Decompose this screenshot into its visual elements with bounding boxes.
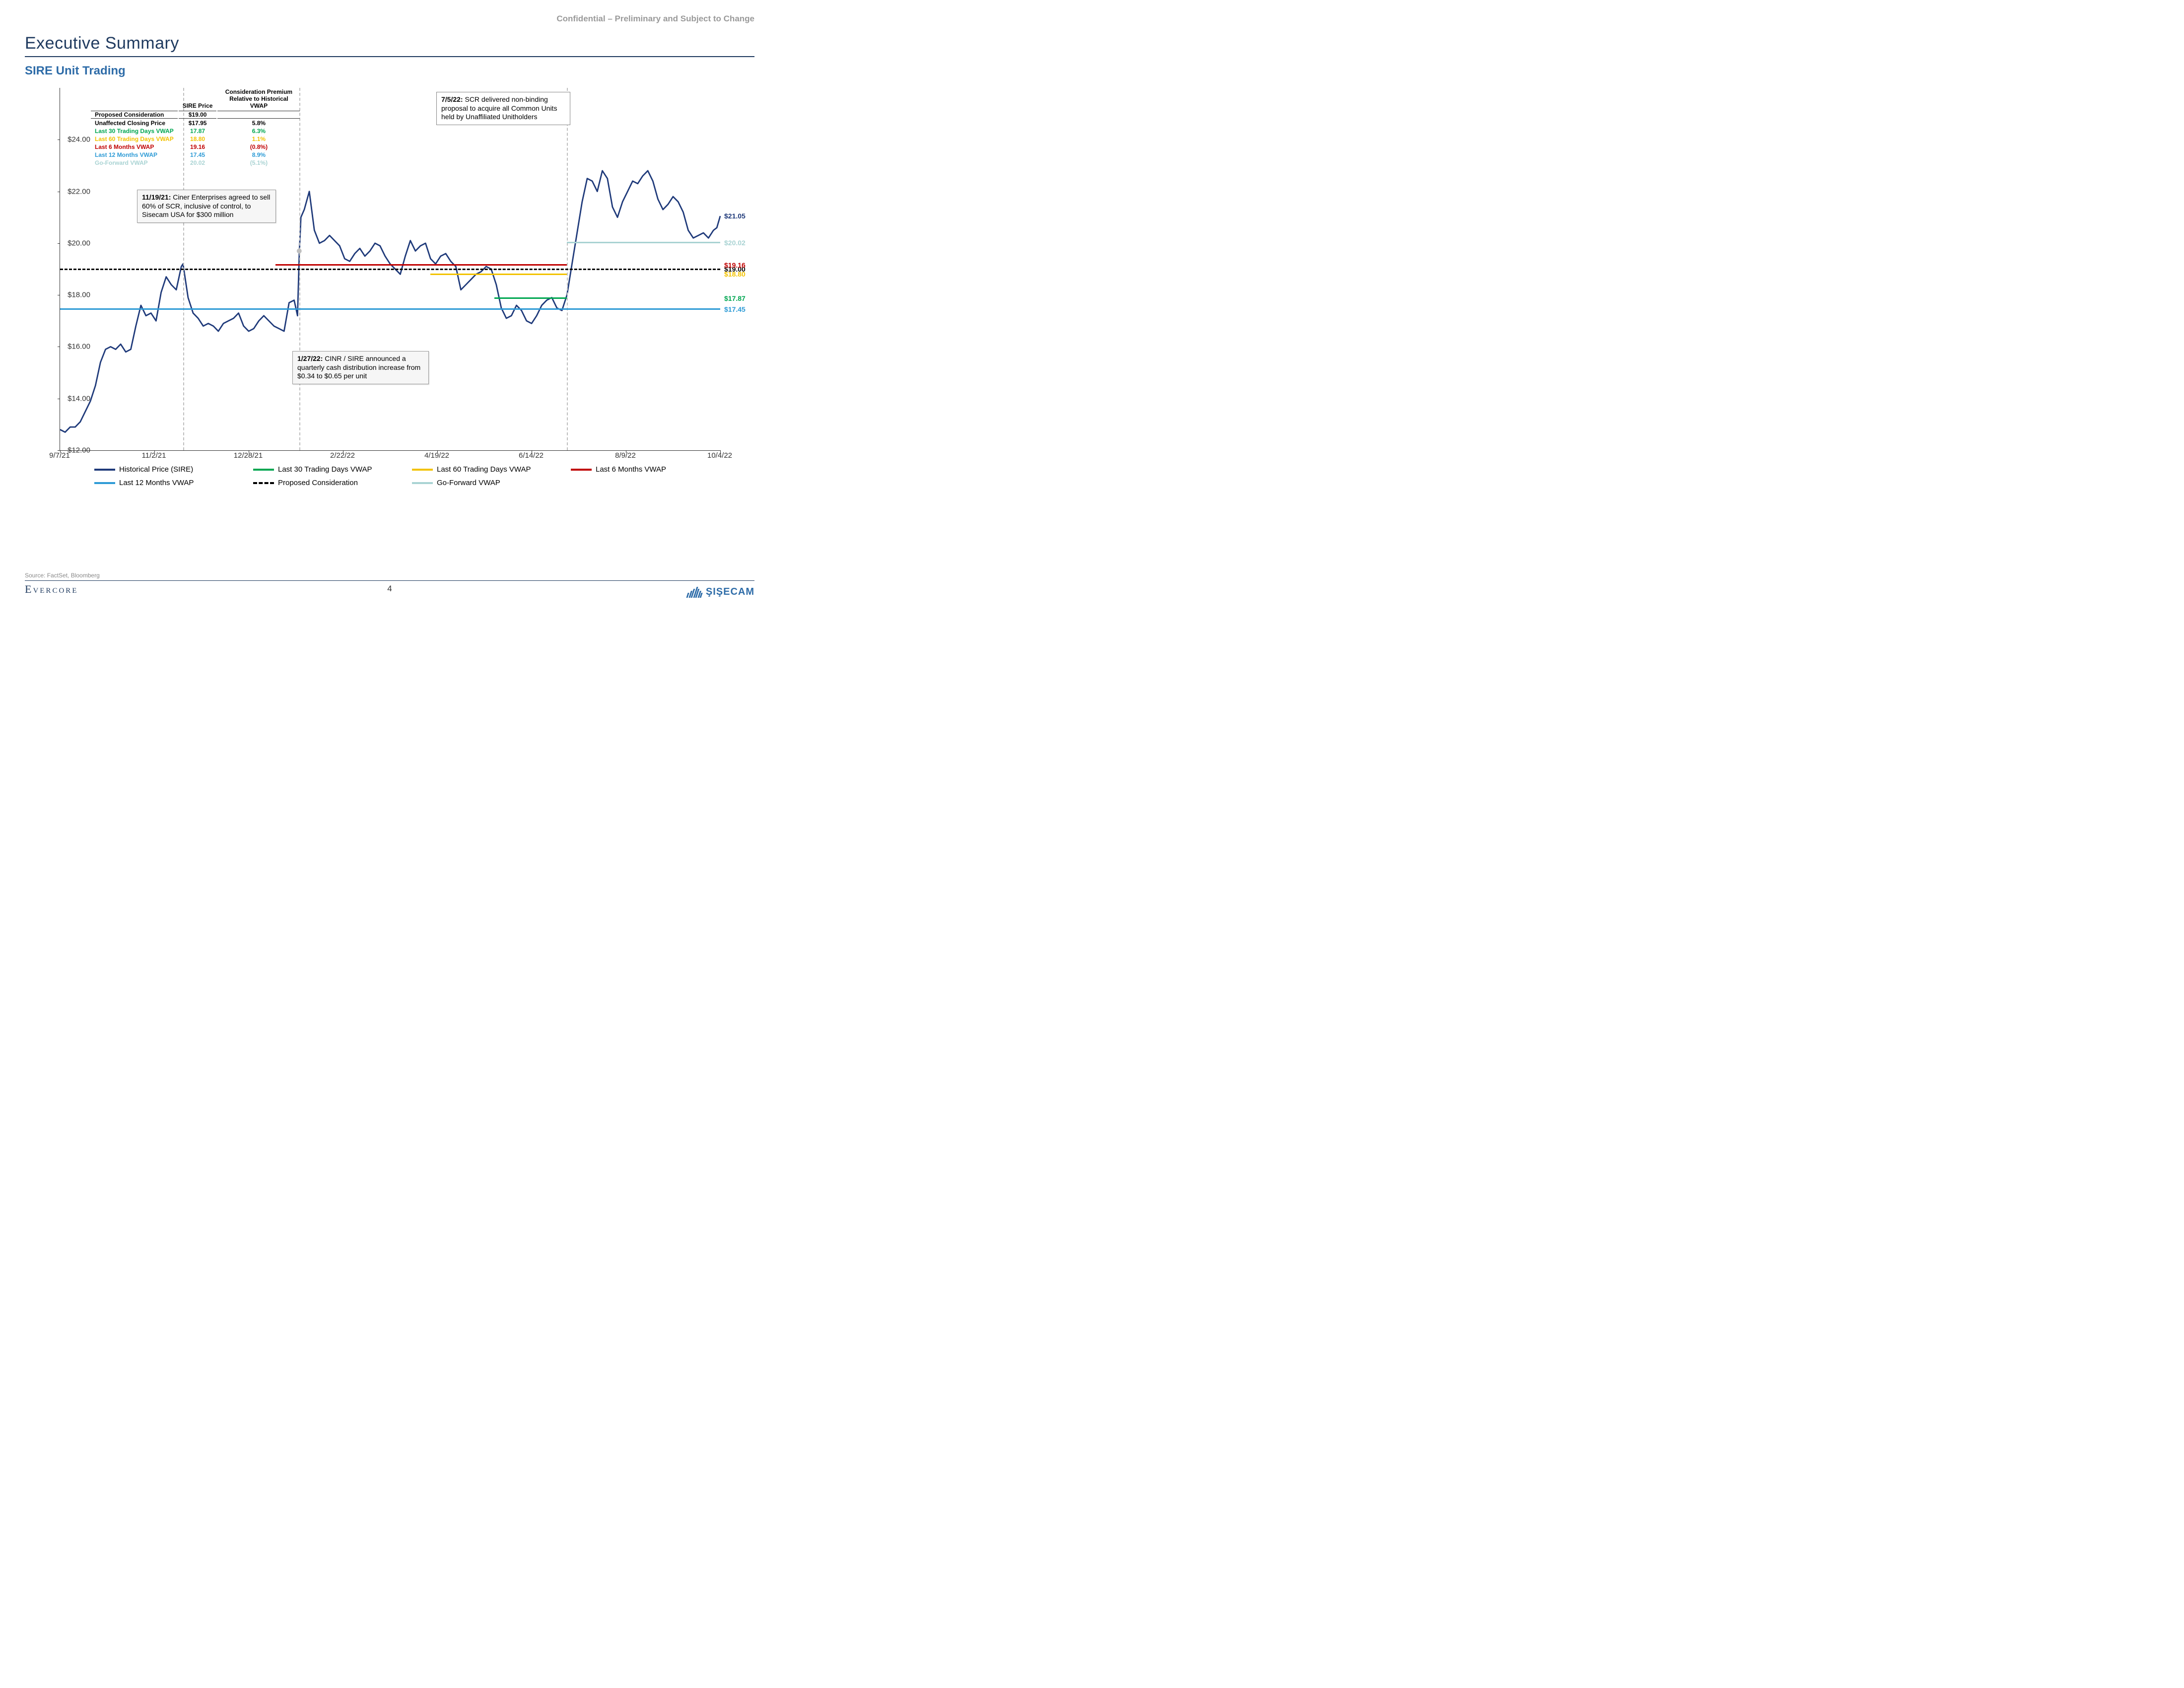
confidential-label: Confidential – Preliminary and Subject t… [556,14,754,24]
legend-item: Last 6 Months VWAP [571,465,700,474]
y-axis-tick: $14.00 [61,394,90,403]
footer-left-logo: Evercore [25,583,78,596]
x-axis-tick: 9/7/21 [49,451,70,460]
sisecam-icon [686,587,704,598]
legend-item: Proposed Consideration [253,479,382,487]
level-line-last6m [275,264,567,266]
level-line-last12m [60,308,720,310]
x-axis-tick: 11/2/21 [142,451,166,460]
level-line-gofwd [567,242,720,243]
x-axis-tick: 10/4/22 [707,451,732,460]
legend-swatch [571,469,592,471]
sisecam-text: ŞIŞECAM [706,586,754,598]
legend-label: Last 60 Trading Days VWAP [437,465,531,474]
y-axis-tick: $22.00 [61,187,90,196]
legend-item: Last 30 Trading Days VWAP [253,465,382,474]
legend-swatch [253,482,274,484]
legend-swatch [253,469,274,471]
legend-label: Last 30 Trading Days VWAP [278,465,372,474]
level-label-last30d: $17.87 [724,294,746,302]
x-axis-tick: 6/14/22 [519,451,544,460]
legend-item: Last 12 Months VWAP [94,479,223,487]
y-axis-tick: $16.00 [61,343,90,351]
level-line-proposed [60,269,720,270]
level-label-last_price: $21.05 [724,212,746,220]
source-label: Source: FactSet, Bloomberg [25,572,100,579]
level-line-last30d [494,297,567,299]
footer-divider [25,580,754,581]
chart-area: $19.00$17.45$19.16$18.80$17.87$20.02$21.… [25,83,754,490]
legend: Historical Price (SIRE) Last 30 Trading D… [94,465,720,492]
legend-item: Last 60 Trading Days VWAP [412,465,541,474]
page-number: 4 [387,584,392,594]
y-axis-tick: $24.00 [61,136,90,144]
y-axis-tick: $20.00 [61,239,90,247]
legend-label: Go-Forward VWAP [437,479,500,487]
annotation-2: 7/5/22: SCR delivered non-binding propos… [436,92,570,125]
x-axis-tick: 4/19/22 [424,451,449,460]
y-axis-tick: $18.00 [61,291,90,299]
x-axis-tick: 2/22/22 [330,451,355,460]
legend-swatch [412,482,433,484]
footer-right-logo: ŞIŞECAM [688,586,754,598]
legend-label: Proposed Consideration [278,479,358,487]
level-label-last60d: $18.80 [724,270,746,278]
legend-item: Historical Price (SIRE) [94,465,223,474]
level-label-gofwd: $20.02 [724,239,746,247]
annotation-0: 11/19/21: Ciner Enterprises agreed to se… [137,190,276,223]
annotation-1: 1/27/22: CINR / SIRE announced a quarter… [292,351,429,384]
level-label-last6m: $19.16 [724,261,746,269]
consideration-table: SIRE PriceConsideration Premium Relative… [90,87,301,167]
legend-label: Last 6 Months VWAP [596,465,666,474]
x-axis-tick: 8/9/22 [615,451,636,460]
page-subtitle: SIRE Unit Trading [25,64,754,78]
level-label-last12m: $17.45 [724,305,746,313]
legend-swatch [412,469,433,471]
page-title: Executive Summary [25,34,754,57]
x-axis-tick: 12/28/21 [234,451,263,460]
legend-label: Historical Price (SIRE) [119,465,193,474]
legend-label: Last 12 Months VWAP [119,479,194,487]
legend-swatch [94,469,115,471]
level-line-last60d [430,274,567,275]
plot-region: $19.00$17.45$19.16$18.80$17.87$20.02$21.… [60,88,720,451]
legend-item: Go-Forward VWAP [412,479,541,487]
legend-swatch [94,482,115,484]
